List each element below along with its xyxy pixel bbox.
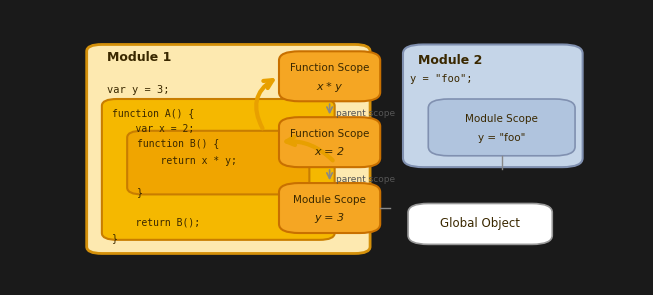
Text: y = 3: y = 3 <box>315 213 345 223</box>
FancyBboxPatch shape <box>127 131 310 194</box>
Text: function B() {: function B() { <box>137 137 219 148</box>
Text: Module 1: Module 1 <box>107 51 171 64</box>
FancyBboxPatch shape <box>428 99 575 156</box>
FancyBboxPatch shape <box>279 51 380 101</box>
Text: var y = 3;: var y = 3; <box>107 85 169 95</box>
Text: var x = 2;: var x = 2; <box>112 124 194 134</box>
Text: return x * y;: return x * y; <box>137 156 237 166</box>
Text: parent scope: parent scope <box>336 175 395 184</box>
Text: x = 2: x = 2 <box>315 148 345 157</box>
FancyBboxPatch shape <box>408 204 552 244</box>
Text: }: } <box>112 233 118 243</box>
Text: parent scope: parent scope <box>336 109 395 118</box>
Text: Function Scope: Function Scope <box>290 129 370 139</box>
FancyBboxPatch shape <box>279 117 380 167</box>
FancyBboxPatch shape <box>87 45 370 253</box>
FancyBboxPatch shape <box>279 183 380 233</box>
Text: y = "foo": y = "foo" <box>478 133 526 142</box>
FancyBboxPatch shape <box>102 99 335 240</box>
Text: Global Object: Global Object <box>440 217 520 230</box>
Text: function A() {: function A() { <box>112 108 194 118</box>
Text: y = "foo";: y = "foo"; <box>409 74 472 84</box>
Text: x * y: x * y <box>317 81 343 91</box>
Text: }: } <box>137 188 143 198</box>
Text: Function Scope: Function Scope <box>290 63 370 73</box>
Text: Module Scope: Module Scope <box>465 114 538 124</box>
Text: Module Scope: Module Scope <box>293 195 366 205</box>
Text: return B();: return B(); <box>112 217 200 227</box>
Text: Module 2: Module 2 <box>418 54 483 67</box>
FancyBboxPatch shape <box>403 45 582 167</box>
